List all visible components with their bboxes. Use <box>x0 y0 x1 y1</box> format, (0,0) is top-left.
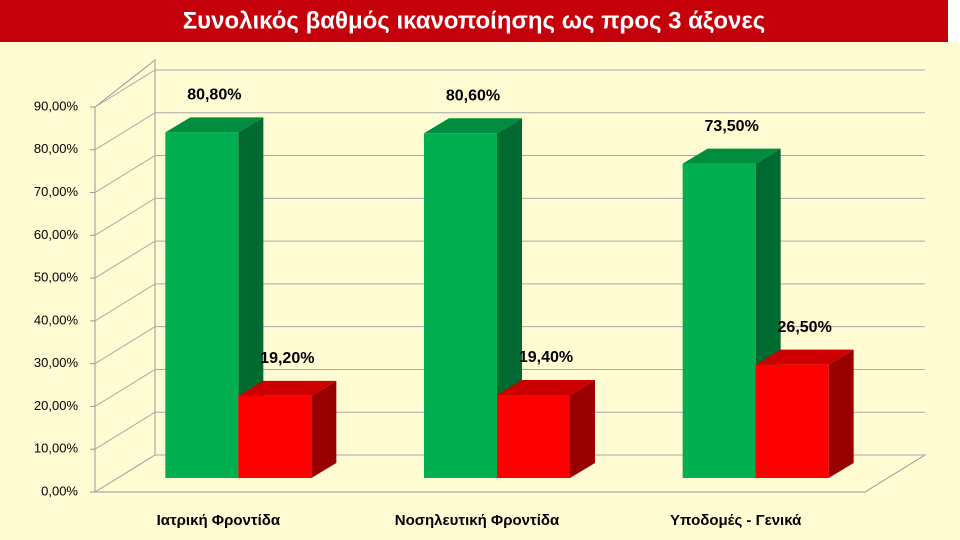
grid-line <box>94 368 925 407</box>
y-tick-label: 10,00% <box>34 441 79 456</box>
grid-line <box>94 454 925 493</box>
value-label: 19,20% <box>260 350 314 367</box>
grid-line <box>94 197 925 236</box>
y-tick-label: 40,00% <box>34 312 79 327</box>
title-bar <box>0 0 948 42</box>
bar-side <box>570 380 595 478</box>
value-label: 80,80% <box>187 87 241 104</box>
bar-side <box>828 349 854 478</box>
bar <box>424 133 497 478</box>
bar-top <box>682 148 781 164</box>
grid-line <box>94 112 925 151</box>
x-tick-label: Ιατρική Φροντίδα <box>157 512 281 529</box>
x-tick-label: Νοσηλευτική Φροντίδα <box>395 512 560 529</box>
bar-top <box>238 380 337 396</box>
grid-line <box>94 69 925 108</box>
bar-top <box>497 380 595 396</box>
y-tick-label: 70,00% <box>34 184 79 199</box>
bar-top <box>165 117 264 133</box>
y-tick-label: 30,00% <box>34 355 79 370</box>
y-tick-label: 0,00% <box>41 483 78 498</box>
grid-line <box>94 283 925 322</box>
y-tick-label: 60,00% <box>34 227 79 242</box>
chart-title: Συνολικός βαθμός ικανοποίησης ως προς 3 … <box>183 7 765 34</box>
grid-line <box>94 326 925 365</box>
y-tick-label: 90,00% <box>34 98 79 113</box>
y-tick-label: 80,00% <box>34 141 79 156</box>
side-wall <box>94 58 156 455</box>
bar <box>238 395 312 478</box>
bar <box>682 163 756 479</box>
title-bar-edge <box>948 0 960 42</box>
grid-line <box>94 411 925 450</box>
value-label: 26,50% <box>778 319 832 336</box>
y-tick-label: 50,00% <box>34 270 79 285</box>
grid-line <box>94 155 925 193</box>
grid-line <box>94 240 925 279</box>
y-tick-label: 20,00% <box>34 398 79 413</box>
bar <box>497 395 570 478</box>
bar <box>165 132 239 478</box>
value-label: 73,50% <box>705 118 759 135</box>
bar <box>755 364 829 478</box>
value-label: 80,60% <box>446 87 500 104</box>
value-label: 19,40% <box>519 349 573 366</box>
x-tick-label: Υποδομές - Γενικά <box>670 512 802 529</box>
bar-top <box>755 349 854 365</box>
bar-side <box>311 380 337 478</box>
bar-top <box>424 118 522 134</box>
